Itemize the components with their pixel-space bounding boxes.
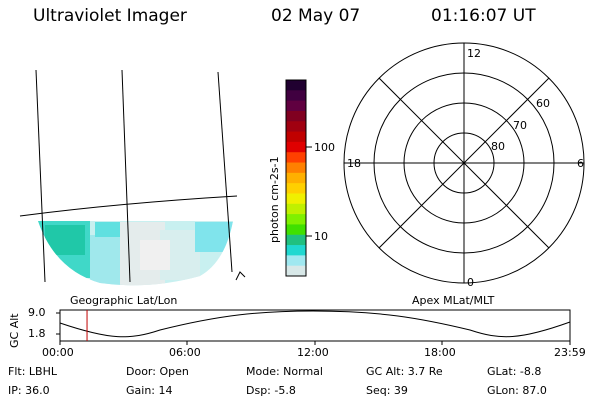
mlat-label-60: 60 [536, 97, 550, 110]
uv-image-blob [38, 221, 233, 286]
color-scale-stripe [286, 162, 306, 174]
color-scale-stripe [286, 110, 306, 122]
mlt-label-18: 18 [347, 157, 361, 170]
color-scale-stripe [286, 100, 306, 112]
color-scale-stripe [286, 90, 306, 102]
timeline-xtick: 18:00 [424, 346, 456, 359]
seq-status: Seq: 39 [366, 384, 408, 397]
color-scale-stripe [286, 141, 306, 153]
color-scale-stripe [286, 131, 306, 143]
color-scale-stripe [286, 152, 306, 164]
mlat-label-80: 80 [491, 140, 505, 153]
color-scale-stripe [286, 224, 306, 236]
geographic-map [19, 69, 246, 286]
mlt-label-6: 6 [577, 157, 584, 170]
polar-panel-label: Apex MLat/MLT [412, 294, 495, 307]
timeline-xtick: 12:00 [297, 346, 329, 359]
color-scale-stripe [286, 183, 306, 194]
timeline-xtick: 23:59 [554, 346, 586, 359]
glon-status: GLon: 87.0 [487, 384, 547, 397]
color-scale-frame [285, 79, 307, 277]
timeline-ylabel: GC Alt [8, 313, 21, 348]
door-status: Door: Open [126, 365, 189, 378]
color-scale-stripe [286, 245, 306, 256]
timeline-ytick-low: 1.8 [28, 327, 46, 340]
gc-alt-status: GC Alt: 3.7 Re [366, 365, 443, 378]
color-scale-stripe [286, 121, 306, 133]
time-label: 01:16:07 UT [431, 6, 536, 26]
date-label: 02 May 07 [271, 6, 361, 26]
timeline-ytick-high: 9.0 [28, 306, 46, 319]
timeline-xtick: 06:00 [169, 346, 201, 359]
colorbar-unit-label: photon cm-2s-1 [268, 156, 281, 243]
mlat-label-70: 70 [513, 119, 527, 132]
filter-status: Flt: LBHL [8, 365, 57, 378]
ip-status: IP: 36.0 [8, 384, 50, 397]
geographic-panel-label: Geographic Lat/Lon [70, 294, 178, 307]
color-scale-bar [286, 80, 306, 277]
gain-status: Gain: 14 [126, 384, 173, 397]
color-scale-stripe [286, 255, 306, 267]
colorbar-tick-label-100: 100 [314, 141, 335, 154]
mlt-label-12: 12 [467, 47, 481, 60]
altitude-timeline [56, 309, 571, 345]
color-scale-stripe [286, 193, 306, 205]
colorbar-tick-label-10: 10 [314, 230, 328, 243]
mlt-label-0: 0 [467, 276, 474, 289]
color-scale-stripe [286, 214, 306, 225]
instrument-title: Ultraviolet Imager [33, 6, 187, 26]
polar-plot [343, 42, 585, 284]
color-scale-stripe [286, 203, 306, 215]
dsp-status: Dsp: -5.8 [246, 384, 296, 397]
glat-status: GLat: -8.8 [487, 365, 542, 378]
color-scale-stripe [286, 172, 306, 184]
color-scale-stripe [286, 265, 306, 277]
timeline-xtick: 00:00 [42, 346, 74, 359]
color-scale-stripe [286, 234, 306, 246]
color-scale-stripe [286, 80, 306, 91]
mode-status: Mode: Normal [246, 365, 323, 378]
